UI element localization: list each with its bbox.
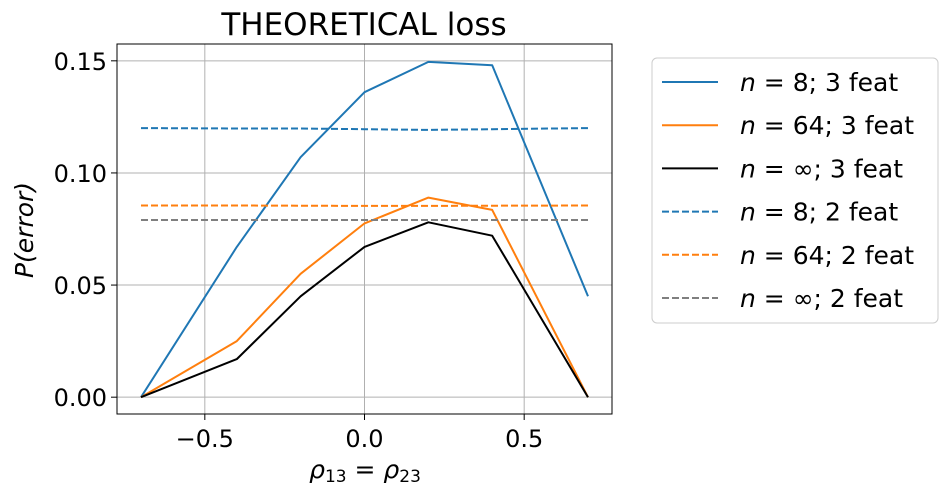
legend-box bbox=[651, 57, 939, 324]
x-tick-label: 0.5 bbox=[505, 425, 543, 453]
legend-label-6: n = ∞; 2 feat bbox=[740, 284, 903, 313]
series-line-3 bbox=[140, 221, 589, 399]
series-line-2 bbox=[140, 196, 589, 399]
legend-label-5: n = 64; 2 feat bbox=[740, 241, 914, 270]
series-line-4 bbox=[140, 127, 589, 131]
series-lines bbox=[140, 60, 589, 399]
legend-label-2: n = 64; 3 feat bbox=[740, 111, 914, 140]
grid-lines bbox=[117, 44, 612, 414]
x-tick-label: 0.0 bbox=[345, 425, 383, 453]
legend-label-3: n = ∞; 3 feat bbox=[740, 154, 903, 183]
legend-label-4: n = 8; 2 feat bbox=[740, 198, 898, 227]
x-axis-label: ρ13 = ρ23 bbox=[309, 455, 421, 487]
legend-label-1: n = 8; 3 feat bbox=[740, 68, 898, 97]
y-tick-label: 0.00 bbox=[54, 384, 107, 412]
series-line-1 bbox=[140, 60, 589, 398]
y-tick-label: 0.10 bbox=[54, 160, 107, 188]
legend: n = 8; 3 feat n = 64; 3 feat n = ∞; 3 feat… bbox=[651, 57, 939, 324]
y-axis-label: P(error) bbox=[10, 182, 39, 278]
y-tick-label: 0.15 bbox=[54, 48, 107, 76]
chart-title: THEORETICAL loss bbox=[220, 7, 506, 43]
x-tick-label: −0.5 bbox=[176, 425, 234, 453]
y-tick-label: 0.05 bbox=[54, 272, 107, 300]
axis-ticks: −0.5 0.0 0.5 0.00 0.05 0.10 0.15 bbox=[54, 48, 544, 453]
